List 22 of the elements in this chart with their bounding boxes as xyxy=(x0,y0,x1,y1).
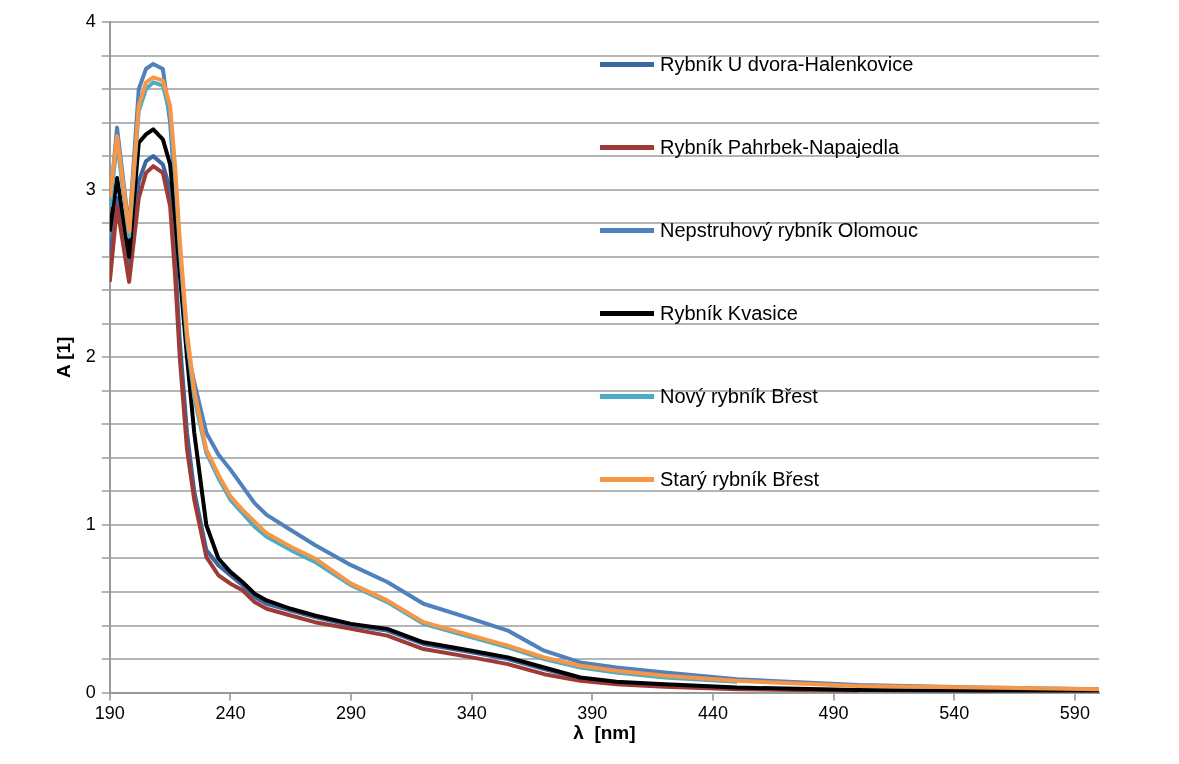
x-tick-label: 190 xyxy=(94,703,125,724)
y-tick-label: 0 xyxy=(85,681,96,702)
x-tick-label: 490 xyxy=(818,703,849,724)
y-tick-label: 3 xyxy=(85,178,96,199)
legend-label: Rybník Pahrbek-Napajedla xyxy=(660,135,900,159)
x-tick-label: 540 xyxy=(939,703,970,724)
x-tick-label: 590 xyxy=(1059,703,1090,724)
x-tick-label: 340 xyxy=(456,703,487,724)
legend-label: Nový rybník Břest xyxy=(660,384,818,408)
legend-label: Rybník U dvora-Halenkovice xyxy=(660,52,914,76)
legend-label: Nepstruhový rybník Olomouc xyxy=(660,218,918,242)
legend-label: Rybník Kvasice xyxy=(660,301,798,325)
y-tick-label: 1 xyxy=(85,513,96,534)
legend-label: Starý rybník Břest xyxy=(660,467,819,491)
y-axis-title: A [1] xyxy=(52,336,74,379)
x-tick-label: 290 xyxy=(336,703,367,724)
x-tick-label: 240 xyxy=(215,703,246,724)
y-tick-label: 2 xyxy=(85,346,96,367)
x-axis-title: λ [nm] xyxy=(573,721,636,743)
x-tick-label: 390 xyxy=(577,703,608,724)
y-tick-label: 4 xyxy=(85,10,96,31)
x-tick-label: 440 xyxy=(697,703,728,724)
